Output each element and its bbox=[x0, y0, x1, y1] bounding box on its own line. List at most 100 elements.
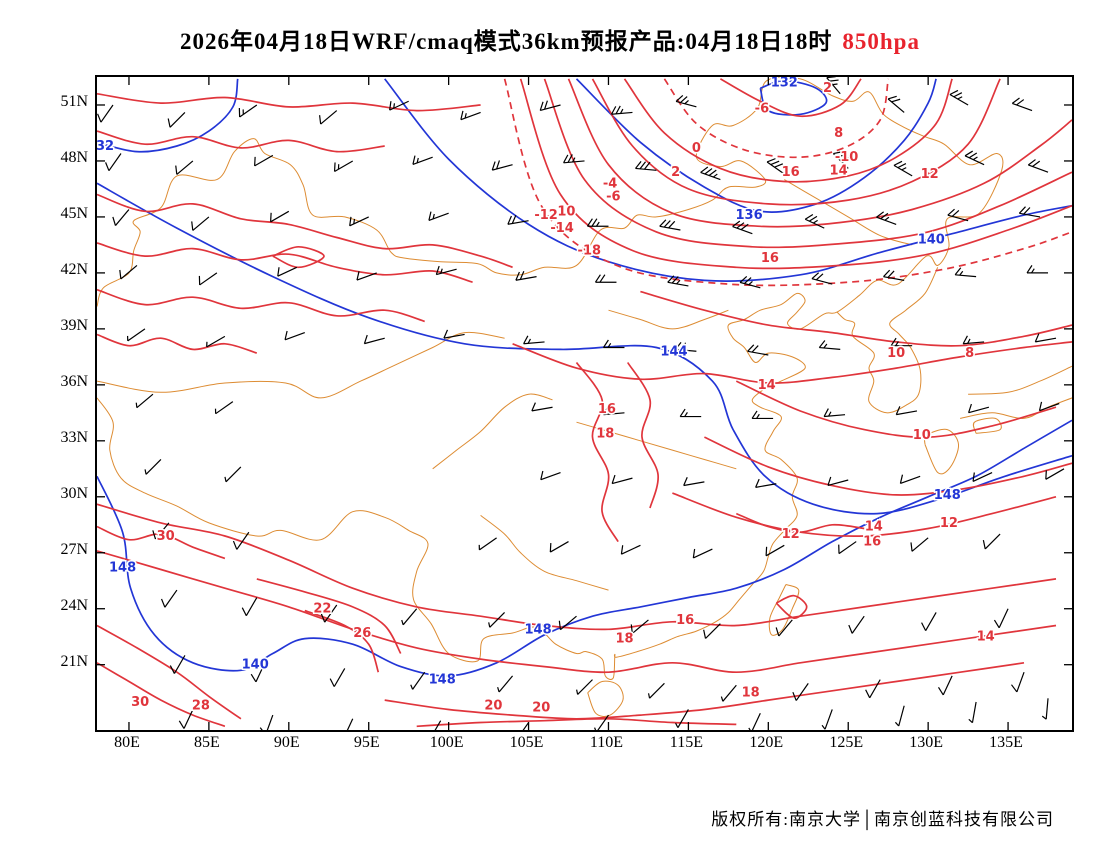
wind-barb bbox=[178, 709, 194, 729]
wind-barb bbox=[401, 608, 418, 626]
x-tick-label: 100E bbox=[429, 734, 464, 751]
boundary-line bbox=[608, 309, 729, 330]
contour-label: 2 bbox=[671, 165, 680, 180]
boundary-line bbox=[97, 77, 1004, 681]
temperature-contour-line bbox=[384, 661, 1025, 720]
contour-label: 18 bbox=[742, 686, 760, 701]
map-frame: 132 2 -6 8 0 32 -10 2 16 14 12 -4 -6 -10 -12 -14 -18 136 1… bbox=[95, 75, 1074, 732]
temperature-contour-line bbox=[623, 78, 953, 183]
y-tick-label: 39N bbox=[60, 316, 88, 334]
wind-barb bbox=[389, 100, 409, 111]
height-contour-line bbox=[97, 78, 239, 153]
wind-barb bbox=[962, 335, 985, 345]
wind-barb bbox=[531, 402, 553, 412]
wind-barb bbox=[160, 589, 178, 608]
wind-barb bbox=[329, 668, 346, 687]
wind-barb bbox=[1038, 401, 1060, 412]
wind-barb bbox=[412, 155, 433, 165]
contour-label: 18 bbox=[615, 632, 633, 647]
contour-label: 26 bbox=[353, 626, 371, 641]
contour-label: 136 bbox=[736, 208, 763, 223]
contour-label: 148 bbox=[109, 561, 136, 576]
temperature-contour-line bbox=[97, 130, 385, 153]
wind-barb bbox=[675, 709, 689, 728]
chart-title-main: 2026年04月18日WRF/cmaq模式36km预报产品:04月18日18时 bbox=[180, 29, 833, 54]
wind-barb bbox=[238, 104, 258, 118]
wind-barb bbox=[683, 476, 705, 487]
wind-barb bbox=[515, 270, 537, 281]
y-tick-label: 36N bbox=[60, 372, 88, 390]
wind-barb bbox=[611, 474, 633, 485]
temperature-contour-line bbox=[97, 503, 1057, 631]
wind-barb bbox=[887, 95, 905, 113]
contour-label: 14 bbox=[758, 378, 776, 393]
wind-barb bbox=[804, 213, 825, 229]
wind-barb bbox=[747, 344, 769, 356]
height-contour-line bbox=[384, 78, 1072, 282]
wind-barb bbox=[679, 408, 702, 418]
wind-barb bbox=[954, 267, 977, 278]
wind-barb bbox=[241, 597, 258, 617]
wind-barb bbox=[410, 671, 426, 690]
wind-barb bbox=[169, 655, 186, 674]
wind-barb bbox=[549, 541, 569, 553]
wind-barb bbox=[755, 478, 777, 488]
contour-label: 16 bbox=[676, 613, 694, 628]
contour-label: 28 bbox=[192, 699, 210, 714]
temperature-contour-line bbox=[256, 578, 402, 654]
wind-barb bbox=[540, 470, 561, 481]
height-contour-line bbox=[97, 182, 1072, 515]
wind-barb bbox=[865, 679, 881, 699]
wind-barb bbox=[254, 154, 274, 167]
wind-barb bbox=[667, 275, 689, 287]
wind-barb bbox=[594, 714, 609, 730]
wind-barb bbox=[270, 210, 290, 223]
wind-barb bbox=[144, 459, 162, 475]
contour-label: 30 bbox=[131, 695, 149, 710]
chart-title: 2026年04月18日WRF/cmaq模式36km预报产品:04月18日18时 8… bbox=[0, 22, 1100, 56]
wind-barb bbox=[811, 272, 833, 285]
wind-barb bbox=[1011, 97, 1033, 112]
contour-label: 132 bbox=[771, 77, 798, 91]
temperature-contour-line bbox=[97, 193, 513, 269]
wind-barb bbox=[766, 158, 785, 175]
wind-barb bbox=[563, 154, 585, 164]
wind-barb bbox=[823, 408, 846, 418]
temperature-contour-line bbox=[775, 594, 808, 619]
wind-barb bbox=[586, 218, 609, 227]
contour-label: 20 bbox=[532, 701, 550, 716]
contour-label: 0 bbox=[692, 141, 701, 156]
wind-barb bbox=[826, 77, 841, 95]
wind-barb bbox=[558, 615, 577, 631]
wind-barb bbox=[603, 406, 625, 416]
wind-barb bbox=[576, 679, 593, 695]
wind-barb bbox=[523, 335, 545, 345]
boundary-line bbox=[968, 365, 1072, 395]
wind-barb bbox=[478, 537, 497, 551]
temperature-contour-line bbox=[97, 92, 481, 112]
height-contour-line bbox=[575, 78, 937, 213]
wind-barb bbox=[848, 615, 865, 634]
y-tick-label: 45N bbox=[60, 204, 88, 222]
wind-barb bbox=[135, 393, 154, 409]
wind-barb bbox=[972, 471, 993, 482]
contour-label: 2 bbox=[823, 81, 832, 96]
x-tick-label: 125E bbox=[829, 734, 864, 751]
contour-label: 14 bbox=[977, 630, 995, 645]
contour-label: 30 bbox=[157, 529, 175, 544]
chart-title-level: 850hpa bbox=[842, 29, 920, 54]
contour-label: 148 bbox=[429, 673, 456, 688]
temperature-contour-line bbox=[272, 245, 325, 269]
y-tick-label: 33N bbox=[60, 428, 88, 446]
wind-barb bbox=[982, 533, 1001, 550]
contour-label: -10 bbox=[835, 150, 859, 165]
y-tick-label: 42N bbox=[60, 260, 88, 278]
wind-barb bbox=[895, 406, 918, 416]
x-tick-label: 95E bbox=[353, 734, 380, 751]
temperature-contour-line bbox=[519, 78, 1072, 270]
wind-barb bbox=[175, 160, 194, 175]
temperature-contour-line bbox=[735, 512, 865, 534]
contour-label: 16 bbox=[598, 402, 616, 417]
wind-barb bbox=[910, 537, 929, 552]
x-tick-label: 80E bbox=[114, 734, 140, 751]
